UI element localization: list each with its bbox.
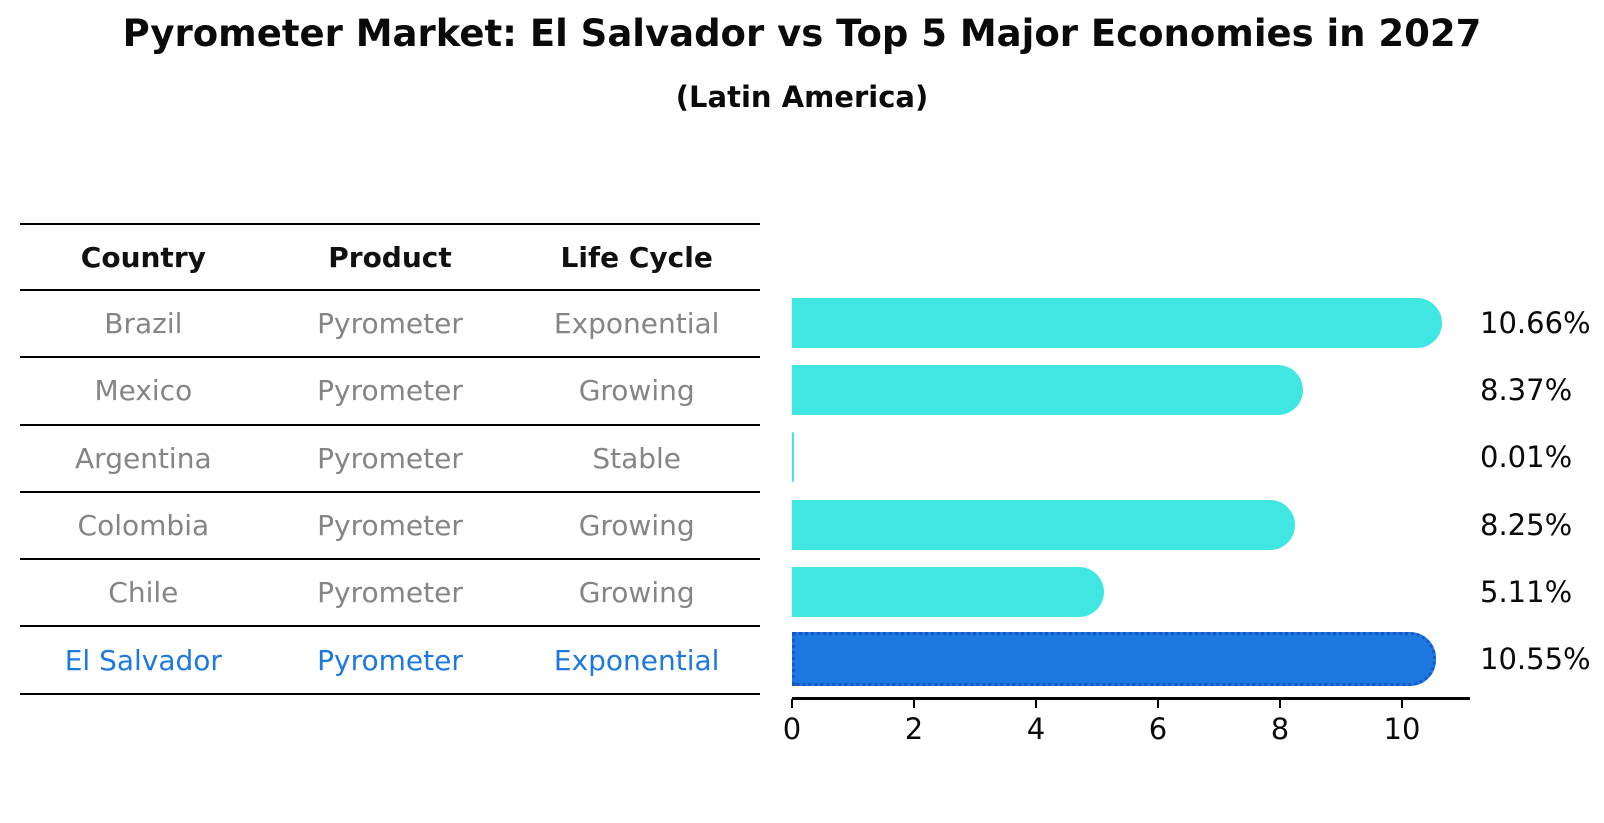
x-tick-label: 6	[1148, 712, 1168, 746]
x-tick-mark	[912, 699, 916, 708]
cell-country: El Salvador	[64, 643, 222, 677]
table-header-row: Country Product Life Cycle	[20, 223, 760, 291]
x-axis-line	[792, 697, 1470, 700]
bar-argentina	[792, 432, 794, 483]
x-tick-mark	[1400, 699, 1404, 708]
cell-product: Pyrometer	[317, 441, 463, 475]
bar-chile	[792, 566, 1104, 617]
cell-life-cycle: Stable	[592, 441, 682, 475]
x-tick-mark	[1034, 699, 1038, 708]
table-row: Chile Pyrometer Growing	[20, 560, 760, 628]
cell-country: Brazil	[104, 307, 183, 341]
cell-life-cycle: Exponential	[553, 307, 720, 341]
cell-product: Pyrometer	[317, 509, 463, 543]
x-tick-label: 4	[1026, 712, 1046, 746]
cell-country: Chile	[108, 576, 179, 610]
x-tick-mark	[790, 699, 794, 708]
cell-life-cycle: Growing	[578, 374, 695, 408]
x-tick-label: 0	[782, 712, 802, 746]
table-row: Argentina Pyrometer Stable	[20, 426, 760, 493]
cell-life-cycle: Growing	[578, 576, 695, 610]
table-row: Mexico Pyrometer Growing	[20, 358, 760, 426]
table-row: El Salvador Pyrometer Exponential	[20, 627, 760, 695]
bar-mexico	[792, 364, 1303, 415]
bar-colombia	[792, 499, 1296, 550]
bar-value-label: 10.55%	[1480, 642, 1591, 677]
cell-product: Pyrometer	[317, 576, 463, 610]
x-tick-mark	[1156, 699, 1160, 708]
comparison-table: Country Product Life Cycle Brazil Pyrome…	[20, 223, 760, 695]
cell-product: Pyrometer	[317, 643, 463, 677]
header-cell-life-cycle: Life Cycle	[560, 240, 713, 274]
table-body: Brazil Pyrometer Exponential Mexico Pyro…	[20, 291, 760, 695]
bar-value-label: 0.01%	[1480, 440, 1573, 475]
x-tick-mark	[1278, 699, 1282, 708]
cell-life-cycle: Growing	[578, 509, 695, 543]
x-tick-label: 10	[1383, 712, 1421, 746]
bar-value-label: 8.37%	[1480, 372, 1573, 407]
x-tick-label: 8	[1270, 712, 1290, 746]
table-row: Brazil Pyrometer Exponential	[20, 291, 760, 359]
table-row: Colombia Pyrometer Growing	[20, 493, 760, 561]
header-cell-country: Country	[80, 240, 206, 274]
page-subtitle: (Latin America)	[675, 80, 929, 114]
bar-el-salvador	[792, 632, 1436, 687]
bar-value-label: 10.66%	[1480, 305, 1591, 340]
cell-life-cycle: Exponential	[553, 643, 720, 677]
bar-value-label: 5.11%	[1480, 574, 1573, 609]
cell-product: Pyrometer	[317, 374, 463, 408]
bar-brazil	[792, 297, 1443, 348]
cell-country: Mexico	[94, 374, 193, 408]
x-tick-label: 2	[904, 712, 924, 746]
bar-chart: 10.66% 8.37% 0.01% 8.25% 5.11% 10.55% 0 2 4 6 8 10	[783, 289, 1604, 789]
cell-product: Pyrometer	[317, 307, 463, 341]
page-title: Pyrometer Market: El Salvador vs Top 5 M…	[122, 12, 1482, 55]
cell-country: Colombia	[77, 509, 210, 543]
header-cell-product: Product	[328, 240, 452, 274]
cell-country: Argentina	[75, 441, 212, 475]
bar-value-label: 8.25%	[1480, 507, 1573, 542]
